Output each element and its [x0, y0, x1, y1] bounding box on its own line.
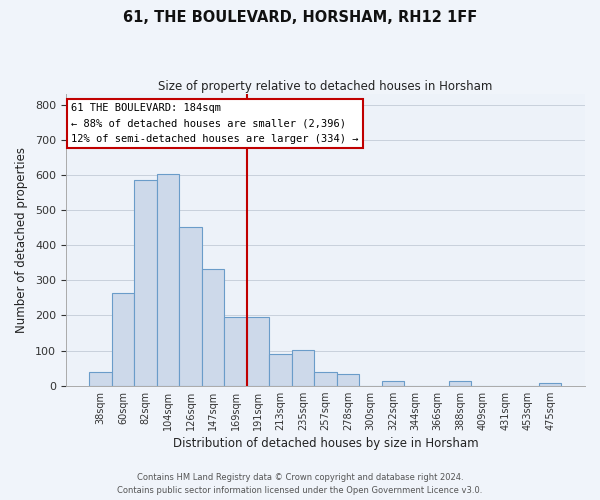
Bar — [269, 354, 292, 386]
Text: Contains HM Land Registry data © Crown copyright and database right 2024.
Contai: Contains HM Land Registry data © Crown c… — [118, 474, 482, 495]
Bar — [292, 350, 314, 386]
Bar — [314, 372, 337, 386]
Bar — [134, 180, 157, 386]
Y-axis label: Number of detached properties: Number of detached properties — [15, 147, 28, 333]
Bar — [247, 316, 269, 386]
Bar — [337, 374, 359, 386]
Bar — [449, 382, 472, 386]
Bar — [202, 269, 224, 386]
Bar — [89, 372, 112, 386]
Bar — [157, 174, 179, 386]
Bar — [382, 382, 404, 386]
Bar — [179, 226, 202, 386]
X-axis label: Distribution of detached houses by size in Horsham: Distribution of detached houses by size … — [173, 437, 478, 450]
Bar — [112, 292, 134, 386]
Title: Size of property relative to detached houses in Horsham: Size of property relative to detached ho… — [158, 80, 493, 93]
Bar — [224, 316, 247, 386]
Text: 61, THE BOULEVARD, HORSHAM, RH12 1FF: 61, THE BOULEVARD, HORSHAM, RH12 1FF — [123, 10, 477, 25]
Text: 61 THE BOULEVARD: 184sqm
← 88% of detached houses are smaller (2,396)
12% of sem: 61 THE BOULEVARD: 184sqm ← 88% of detach… — [71, 103, 358, 144]
Bar — [539, 383, 562, 386]
